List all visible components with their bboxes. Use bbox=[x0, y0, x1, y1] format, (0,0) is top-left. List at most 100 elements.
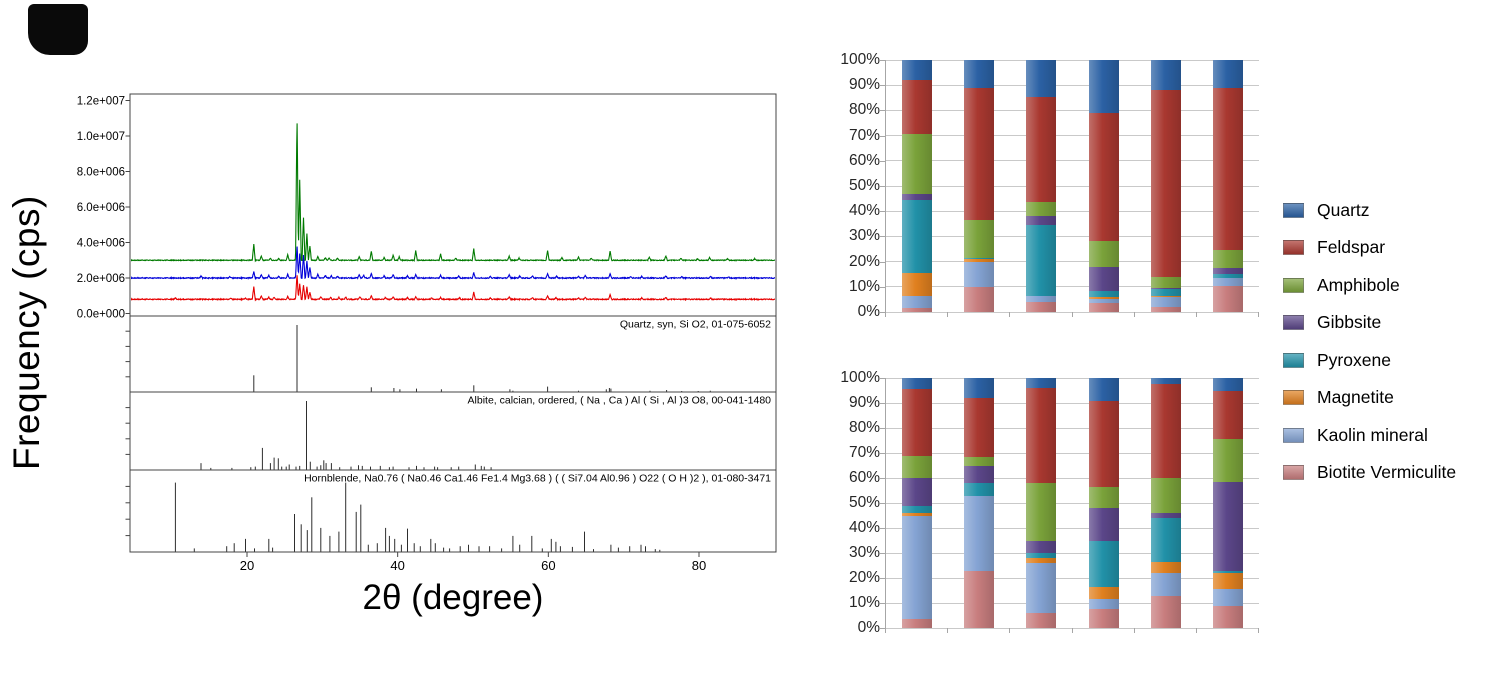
bar-segment-amphibole bbox=[1212, 250, 1243, 268]
bar-segment-pyroxene bbox=[902, 199, 933, 273]
gridline bbox=[886, 84, 1259, 86]
gridline bbox=[886, 235, 1259, 237]
bar-segment-quartz bbox=[1088, 60, 1119, 113]
reference-pattern-label: Hornblende, Na0.76 ( Na0.46 Ca1.46 Fe1.4… bbox=[304, 473, 771, 485]
bar-segment-pyroxene bbox=[1088, 540, 1119, 587]
bar-segment-biotite-vermiculite bbox=[1212, 605, 1243, 628]
bar-segment-magnetite bbox=[964, 259, 995, 262]
bar-segment-biotite-vermiculite bbox=[1088, 303, 1119, 312]
legend-label: Kaolin mineral bbox=[1317, 424, 1428, 445]
bar-segment-feldspar bbox=[1088, 112, 1119, 242]
bar-segment-kaolin-mineral bbox=[1212, 589, 1243, 606]
y-axis-tick-label: 90% bbox=[848, 76, 880, 94]
bar-segment-magnetite bbox=[1212, 573, 1243, 590]
bar-segment-feldspar bbox=[902, 389, 933, 456]
x-axis-tick bbox=[1195, 628, 1197, 633]
bar-segment-kaolin-mineral bbox=[964, 261, 995, 287]
legend-label: Biotite Vermiculite bbox=[1317, 462, 1457, 482]
y-axis-tick-label: 50% bbox=[848, 494, 880, 511]
bar-segment-feldspar bbox=[964, 87, 995, 221]
gridline bbox=[886, 377, 1259, 379]
y-axis-tick-label: 60% bbox=[848, 469, 880, 486]
bar-segment-kaolin-mineral bbox=[1150, 573, 1181, 596]
y-axis-tick-label: 1.2e+007 bbox=[77, 96, 125, 108]
gridline bbox=[886, 427, 1259, 429]
y-axis-tick bbox=[880, 211, 885, 213]
y-axis-tick bbox=[880, 312, 885, 313]
x-axis-tick bbox=[1009, 312, 1011, 317]
xrd-x-axis-title: 2θ (degree) bbox=[362, 578, 544, 617]
y-axis-tick-label: 80% bbox=[848, 419, 880, 436]
xrd-trace-green bbox=[131, 123, 775, 263]
bar-segment-pyroxene bbox=[964, 257, 995, 260]
y-axis-tick bbox=[880, 110, 885, 112]
x-axis-tick bbox=[1009, 628, 1011, 633]
legend-item-biotite-vermiculite: Biotite Vermiculite bbox=[1283, 462, 1457, 483]
bar-segment-quartz bbox=[964, 60, 995, 88]
bar-segment-biotite-vermiculite bbox=[1212, 285, 1243, 312]
panel-frame bbox=[129, 469, 777, 553]
y-axis-tick-label: 0% bbox=[857, 619, 880, 636]
gridline bbox=[886, 577, 1259, 579]
x-axis-tick bbox=[1071, 628, 1073, 633]
feldspar-swatch-icon bbox=[1283, 240, 1304, 255]
bar-segment-amphibole bbox=[1150, 478, 1181, 513]
gridline bbox=[886, 477, 1259, 479]
panel-frame bbox=[129, 93, 777, 317]
bar-segment-magnetite bbox=[1088, 296, 1119, 300]
y-axis-tick-label: 10% bbox=[848, 277, 880, 295]
gridline bbox=[886, 261, 1259, 263]
bar-segment-kaolin-mineral bbox=[964, 495, 995, 571]
bar-segment-quartz bbox=[1088, 378, 1119, 401]
bar-segment-amphibole bbox=[964, 456, 995, 466]
xrd-trace-red bbox=[131, 275, 775, 302]
reference-pattern-sticks bbox=[200, 401, 492, 470]
bar-segment-magnetite bbox=[1150, 295, 1181, 297]
bar-segment-quartz bbox=[1026, 60, 1057, 97]
bar-segment-magnetite bbox=[1088, 586, 1119, 600]
bar-segment-amphibole bbox=[1150, 276, 1181, 289]
bar-segment-pyroxene bbox=[902, 505, 933, 513]
y-axis-tick-label: 10% bbox=[848, 594, 880, 611]
y-axis-tick bbox=[880, 286, 885, 288]
bar-segment-quartz bbox=[902, 60, 933, 81]
bar-segment-amphibole bbox=[964, 220, 995, 258]
amphibole-swatch-icon bbox=[1283, 277, 1304, 293]
bar-segment-biotite-vermiculite bbox=[1026, 613, 1057, 628]
bar-segment-gibbsite bbox=[1088, 266, 1119, 291]
y-axis-tick bbox=[880, 236, 885, 238]
bar-segment-amphibole bbox=[1026, 483, 1057, 541]
x-axis-tick bbox=[1258, 628, 1259, 633]
y-axis-tick bbox=[880, 628, 885, 629]
x-axis-tick bbox=[885, 312, 886, 317]
bar-segment-feldspar bbox=[1088, 400, 1119, 487]
y-axis-tick-label: 70% bbox=[848, 126, 880, 144]
bar-segment-gibbsite bbox=[1088, 508, 1119, 541]
legend-item-feldspar: Feldspar bbox=[1283, 237, 1385, 258]
y-axis-tick bbox=[880, 261, 885, 263]
bar-segment-kaolin-mineral bbox=[1212, 278, 1243, 286]
x-axis-tick bbox=[885, 628, 886, 633]
legend-label: Amphibole bbox=[1317, 274, 1400, 295]
y-axis-tick-label: 100% bbox=[840, 51, 880, 68]
xrd-plot: Quartz, syn, Si O2, 01-075-6052 Albite, c… bbox=[77, 93, 777, 573]
y-axis-tick bbox=[880, 528, 885, 529]
bar-segment-pyroxene bbox=[1088, 290, 1119, 297]
magnetite-swatch-icon bbox=[1283, 390, 1304, 405]
bar-segment-biotite-vermiculite bbox=[1150, 306, 1181, 312]
stacked-plot-area bbox=[885, 59, 1259, 313]
gridline bbox=[886, 452, 1259, 454]
cropped-corner-shape bbox=[28, 4, 88, 55]
legend-label: Pyroxene bbox=[1317, 349, 1391, 370]
bar-segment-biotite-vermiculite bbox=[964, 570, 995, 628]
bar-segment-kaolin-mineral bbox=[1088, 299, 1119, 304]
bar-segment-gibbsite bbox=[1026, 216, 1057, 226]
x-axis-tick bbox=[1133, 312, 1135, 317]
y-axis-tick-label: 60% bbox=[848, 151, 880, 169]
bar-segment-feldspar bbox=[902, 80, 933, 135]
bar-segment-kaolin-mineral bbox=[1026, 295, 1057, 302]
y-axis-tick bbox=[880, 160, 885, 162]
y-axis-tick-label: 0.0e+000 bbox=[77, 309, 125, 321]
gridline bbox=[886, 210, 1259, 212]
bar-segment-magnetite bbox=[902, 513, 933, 516]
